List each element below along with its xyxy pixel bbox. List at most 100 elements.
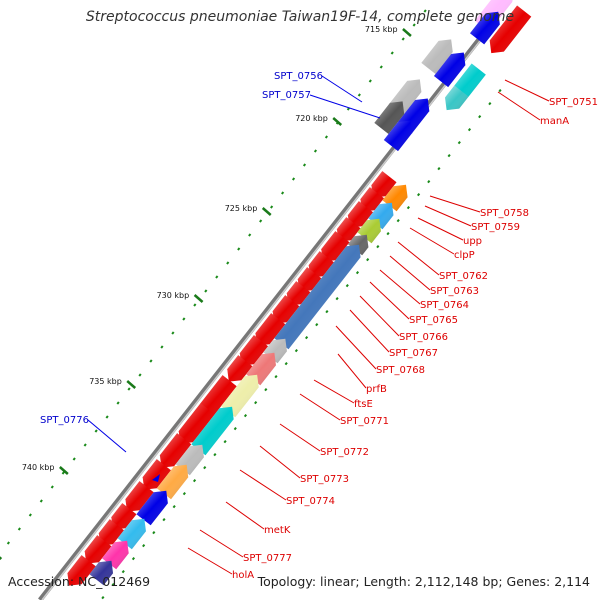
gene-leader-line [369, 281, 410, 320]
gene-label-upp: upp [463, 236, 482, 247]
gene-label-spt_0758: SPT_0758 [480, 208, 529, 219]
gene-leader-line [337, 353, 367, 389]
forward-gene-block-shade [125, 481, 154, 512]
gc-track-mark [478, 115, 482, 119]
gc-track-mark [457, 141, 461, 145]
gene-leader-line [239, 469, 287, 501]
forward-gene-block-shade [336, 217, 361, 242]
gc-track-mark [248, 233, 252, 237]
kbp-tick-mark [261, 207, 272, 216]
genome-backbone-highlight [41, 0, 513, 600]
gc-track-mark [101, 596, 105, 600]
gene-leader-line [199, 529, 244, 558]
kbp-tick-label: 740 kbp [22, 463, 55, 472]
reverse-gene-block [152, 474, 160, 482]
gc-track-mark [315, 323, 319, 327]
reverse-gene-block-shade [433, 52, 466, 88]
gene-label-mana: manA [540, 116, 569, 127]
gc-track-mark [149, 359, 153, 363]
forward-gene-block-shade [111, 503, 137, 530]
map-title: Streptococcus pneumoniae Taiwan19F-14, c… [85, 9, 515, 25]
gene-label-spt_0774: SPT_0774 [286, 496, 335, 507]
topology-label: Topology: linear; Length: 2,112,148 bp; … [257, 574, 590, 589]
gc-track-mark [379, 65, 383, 69]
feature-block-shade [357, 218, 381, 244]
kbp-tick-mark [0, 556, 3, 560]
gc-track-mark [345, 284, 349, 288]
feature-block-shade [89, 560, 114, 586]
gc-track-mark [192, 479, 197, 483]
gc-track-mark [127, 387, 131, 391]
gc-track-mark [28, 513, 32, 517]
gene-leader-line [299, 393, 341, 421]
gc-track-mark [313, 149, 318, 153]
gene-label-spt_0759: SPT_0759 [471, 222, 520, 233]
kbp-tick-mark [59, 466, 69, 475]
gene-leader-line [313, 379, 355, 404]
forward-gene-block-shade [239, 335, 269, 366]
gene-leader-line [379, 269, 421, 305]
kbp-tick-mark [332, 117, 343, 126]
reverse-gene-block-shade [421, 39, 453, 74]
gene-label-spt_0777: SPT_0777 [243, 553, 292, 564]
forward-gene-block-shade [255, 313, 286, 346]
gc-track-mark [39, 499, 43, 503]
feature-block-shade [221, 374, 259, 418]
gc-track-mark [182, 492, 186, 496]
gene-label-hola: holA [232, 570, 254, 581]
gc-track-mark [355, 271, 360, 275]
forward-gene-block-shade [178, 403, 215, 444]
gc-track-mark [401, 37, 405, 41]
kbp-tick-mark [126, 380, 137, 389]
gc-track-mark [390, 51, 394, 55]
gc-track-mark [325, 310, 329, 314]
gene-leader-line [279, 423, 321, 452]
gene-label-prfb: prfB [366, 384, 387, 395]
gene-label-spt_0763: SPT_0763 [430, 286, 479, 297]
gc-track-mark [171, 331, 175, 335]
gc-track-mark [142, 544, 146, 548]
gc-track-mark [233, 427, 237, 431]
forward-gene-block-shade [308, 251, 334, 278]
kbp-tick-label: 735 kbp [89, 377, 122, 386]
gc-track-mark [302, 163, 307, 167]
gc-track-mark [121, 570, 125, 574]
forward-gene-block-shade [360, 187, 384, 212]
gene-label-metk: metK [264, 525, 291, 536]
kbp-tick-mark [193, 294, 204, 303]
gc-track-mark [131, 557, 136, 561]
forward-gene-block-shade [371, 171, 397, 198]
forward-gene-block-shade [347, 201, 374, 228]
gc-track-mark [237, 247, 241, 251]
gene-leader-line [309, 94, 381, 119]
kbp-tick-label: 720 kbp [295, 114, 328, 123]
gc-track-mark [160, 345, 164, 349]
gc-track-mark [152, 531, 156, 535]
gene-label-spt_0766: SPT_0766 [399, 332, 448, 343]
gene-label-ftse: ftsE [354, 399, 373, 410]
gc-track-mark [423, 9, 427, 13]
gc-track-mark [291, 177, 296, 181]
gc-track-mark [204, 289, 208, 293]
gc-track-mark [386, 232, 390, 236]
gc-track-mark [254, 401, 258, 405]
feature-block-shade [191, 406, 234, 456]
gene-leader-line [429, 195, 481, 213]
gc-track-mark [61, 471, 65, 475]
gene-label-spt_0768: SPT_0768 [376, 365, 425, 376]
forward-gene-block-shade [84, 535, 112, 564]
gc-track-mark [488, 102, 492, 106]
gc-track-mark [427, 180, 431, 184]
forward-gene-block-shade [142, 459, 171, 490]
forward-gene-block-shade [286, 281, 311, 306]
gc-track-mark [111, 583, 115, 587]
kbp-tick-mark [402, 28, 412, 37]
gc-track-mark [467, 128, 472, 132]
gc-track-mark [376, 245, 380, 249]
gc-track-mark [437, 167, 441, 171]
gene-leader-line [497, 91, 541, 121]
kbp-tick-label: 715 kbp [365, 25, 398, 34]
gene-label-spt_0773: SPT_0773 [300, 474, 349, 485]
